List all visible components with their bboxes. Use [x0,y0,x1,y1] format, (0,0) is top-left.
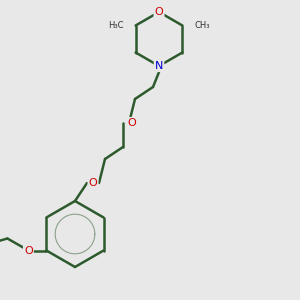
Text: O: O [128,118,136,128]
Text: N: N [155,61,163,71]
Text: H₃C: H₃C [108,21,124,30]
Text: CH₃: CH₃ [194,21,210,30]
Text: O: O [154,7,164,17]
Text: O: O [88,178,98,188]
Text: O: O [24,245,33,256]
